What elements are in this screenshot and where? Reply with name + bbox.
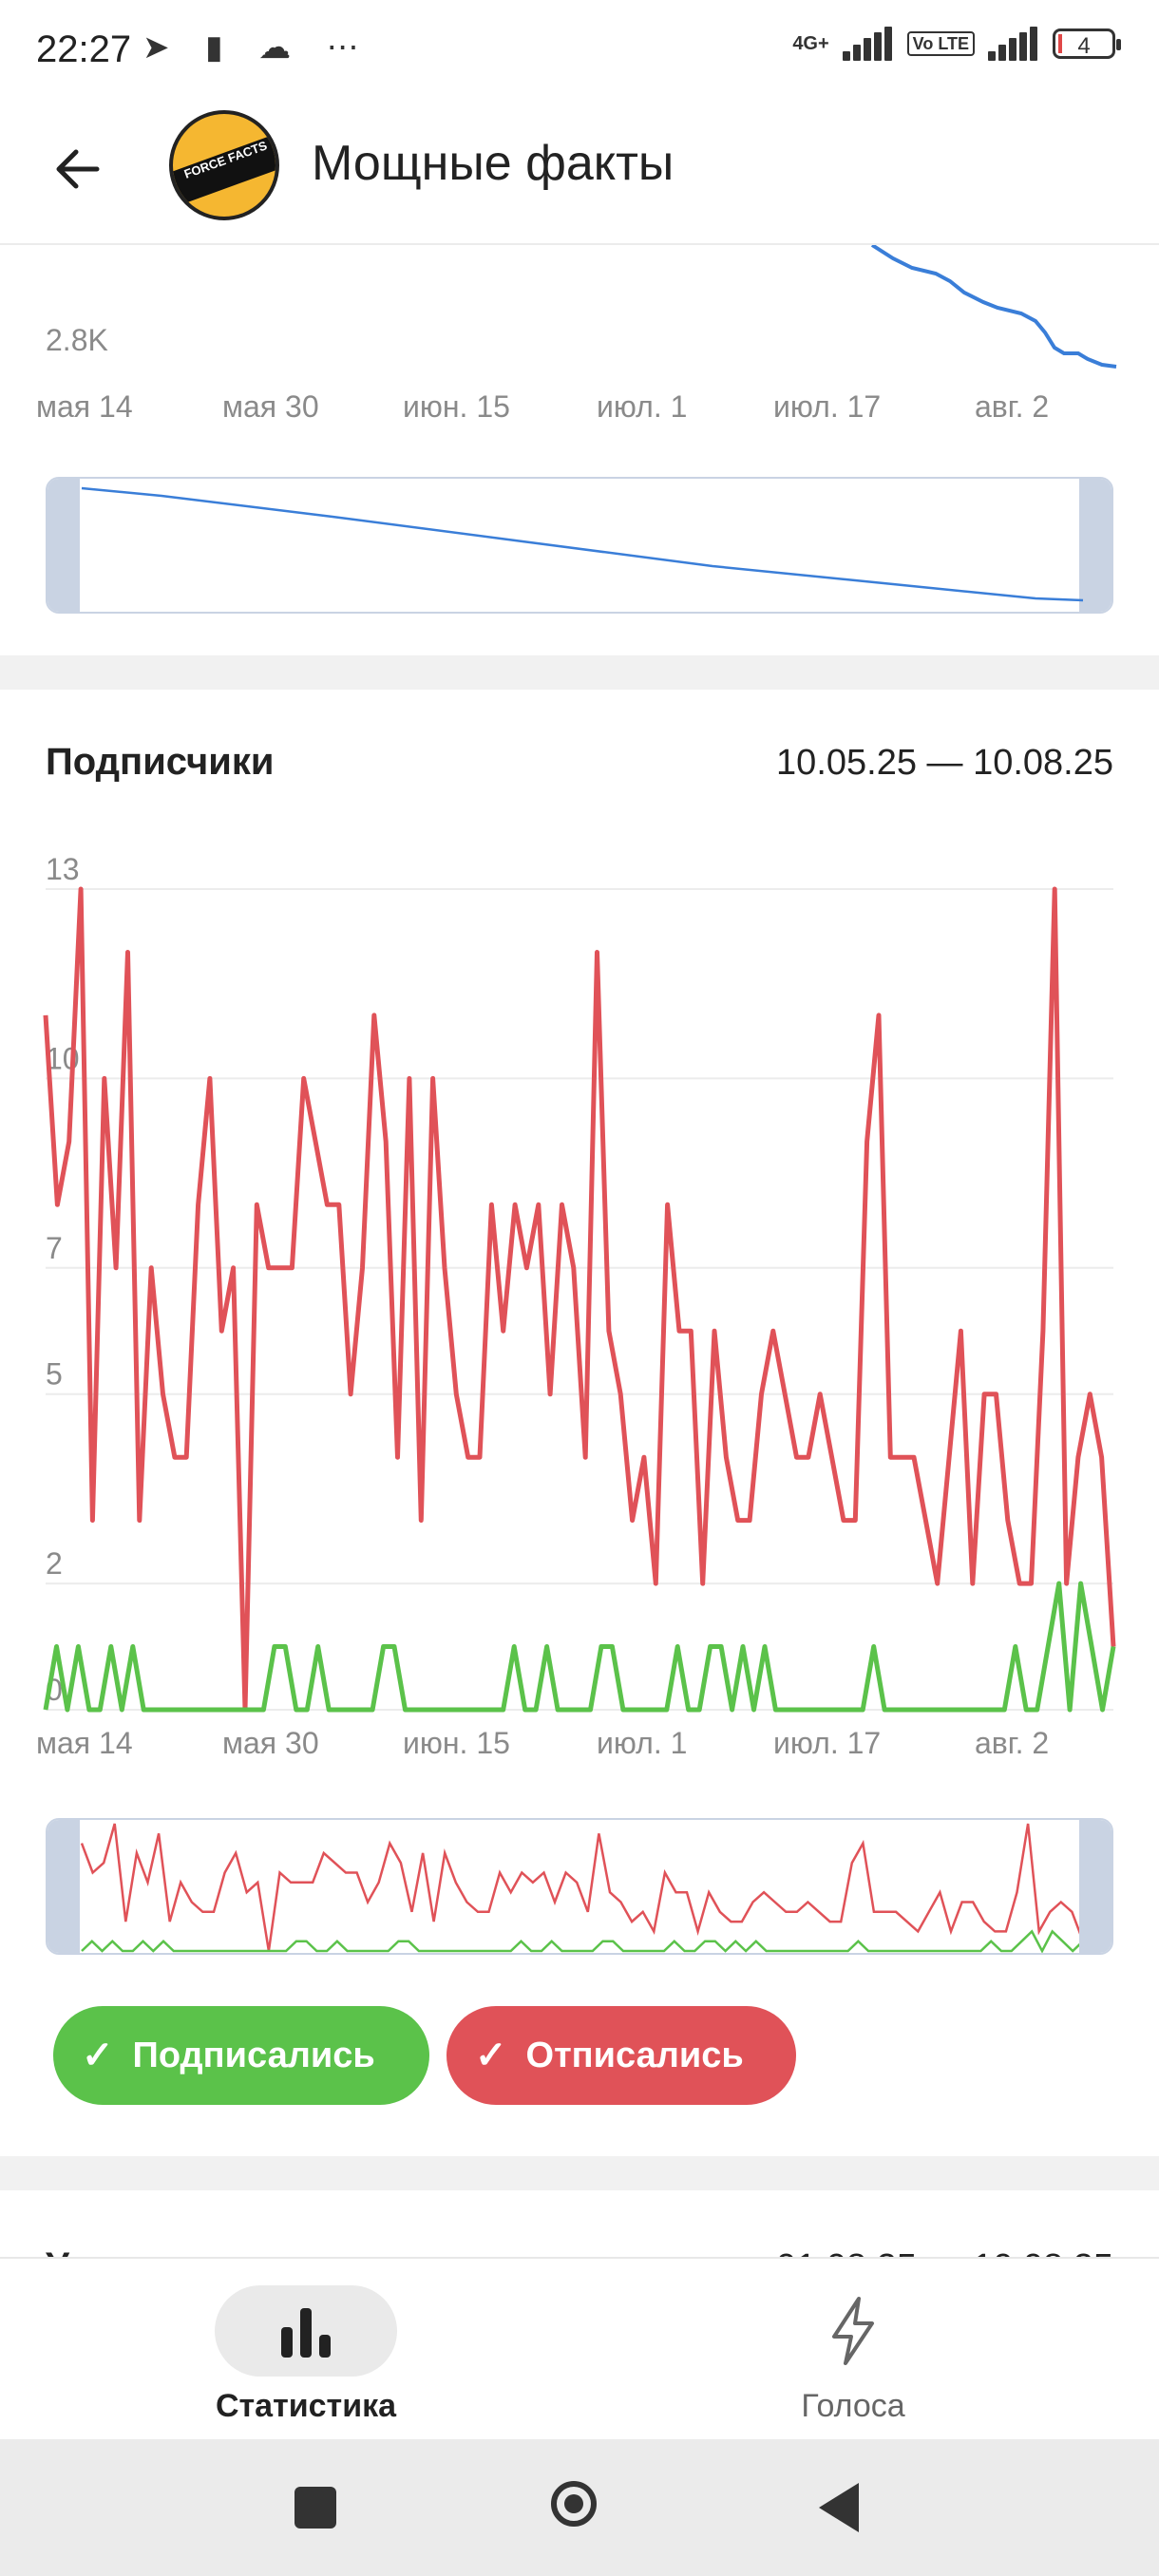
legend-subscribed-toggle[interactable]: ✓ Подписались xyxy=(53,2006,429,2105)
channel-avatar[interactable]: FORCE FACTS xyxy=(169,110,279,220)
subscribers-title: Подписчики xyxy=(46,741,275,783)
subscribers-range-navigator[interactable] xyxy=(46,1818,1113,1955)
top-x-tick: июл. 17 xyxy=(773,389,882,424)
page-title: Мощные факты xyxy=(312,136,674,191)
top-chart-card: 2.8K мая 14 мая 30 июн. 15 июл. 1 июл. 1… xyxy=(0,245,1159,655)
back-system-button[interactable] xyxy=(819,2483,859,2532)
legend-unsubscribed-label: Отписались xyxy=(525,2035,744,2075)
more-dots-icon: ⋯ xyxy=(326,29,372,66)
top-navigator-line xyxy=(81,486,1084,602)
nav-votes-pill xyxy=(762,2285,944,2377)
recent-apps-button[interactable] xyxy=(294,2487,336,2529)
y-tick-label: 5 xyxy=(46,1357,63,1392)
status-left-icons: ➤ ▮ ☁ ⋯ xyxy=(142,28,372,66)
x-tick-label: мая 14 xyxy=(36,1726,133,1760)
x-tick-label: июл. 1 xyxy=(597,1726,687,1760)
nav-statistics[interactable]: Статистика xyxy=(203,2285,408,2425)
nav-votes[interactable]: Голоса xyxy=(750,2285,956,2425)
back-button[interactable] xyxy=(42,133,114,205)
status-bar: 22:27 ➤ ▮ ☁ ⋯ 4G+ Vo LTE 4 xyxy=(0,0,1159,95)
top-x-tick: июн. 15 xyxy=(403,389,510,424)
x-tick-label: мая 30 xyxy=(222,1726,319,1760)
nav-votes-label: Голоса xyxy=(801,2388,905,2424)
navigator-right-handle[interactable] xyxy=(1079,479,1112,612)
next-section-title: У xyxy=(46,2245,69,2257)
battery-saver-icon: ▮ xyxy=(204,29,237,66)
status-time: 22:27 xyxy=(36,28,132,70)
bottom-navigation: Статистика Голоса xyxy=(0,2257,1159,2441)
y-tick-label: 13 xyxy=(46,852,80,886)
top-line-chart xyxy=(870,245,1117,369)
x-tick-label: июл. 17 xyxy=(773,1726,881,1760)
x-tick-label: авг. 2 xyxy=(975,1726,1049,1760)
top-x-tick: мая 14 xyxy=(36,389,133,424)
section-divider xyxy=(0,2156,1159,2190)
app-bar: FORCE FACTS Мощные факты xyxy=(0,95,1159,245)
y-tick-label: 7 xyxy=(46,1231,63,1265)
telegram-icon: ➤ xyxy=(142,29,183,66)
legend-unsubscribed-toggle[interactable]: ✓ Отписались xyxy=(446,2006,796,2105)
top-x-tick: авг. 2 xyxy=(975,389,1050,424)
nav-statistics-label: Статистика xyxy=(215,2388,397,2424)
home-button[interactable] xyxy=(551,2481,597,2527)
battery-icon: 4 xyxy=(1053,28,1121,59)
volte-badge: Vo LTE xyxy=(906,31,975,56)
mini-chart xyxy=(80,1823,1085,1953)
mini-series-line xyxy=(81,1929,1084,1953)
top-range-navigator[interactable] xyxy=(46,477,1113,614)
bar-chart-icon xyxy=(281,2308,331,2358)
status-right: 4G+ Vo LTE 4 xyxy=(792,27,1121,61)
battery-level: 4 xyxy=(1077,33,1091,59)
subscribers-date-range[interactable]: 10.05.25 — 10.08.25 xyxy=(776,743,1113,783)
navigator-left-handle[interactable] xyxy=(48,1820,80,1953)
back-arrow-icon xyxy=(56,149,100,189)
lightning-icon xyxy=(832,2297,874,2365)
check-icon: ✓ xyxy=(82,2035,114,2076)
system-navigation-bar xyxy=(0,2439,1159,2576)
check-icon: ✓ xyxy=(475,2035,507,2076)
signal-icon xyxy=(842,27,894,61)
top-y-tick: 2.8K xyxy=(46,323,108,357)
x-tick-label: июн. 15 xyxy=(403,1726,510,1760)
series-line-subscribed xyxy=(43,1581,1116,1713)
avatar-logo-text: FORCE FACTS xyxy=(173,131,276,207)
navigator-left-handle[interactable] xyxy=(48,479,80,612)
y-tick-label: 2 xyxy=(46,1546,63,1581)
next-section-date-range: 01.08.25 — 10.08.25 xyxy=(776,2247,1113,2257)
top-chart-line xyxy=(870,245,1117,369)
top-x-tick: мая 30 xyxy=(222,389,319,424)
top-x-tick: июл. 1 xyxy=(597,389,688,424)
legend-subscribed-label: Подписались xyxy=(132,2035,375,2075)
navigator-right-handle[interactable] xyxy=(1079,1820,1112,1953)
network-type: 4G+ xyxy=(792,32,829,54)
next-section-card: У 01.08.25 — 10.08.25 xyxy=(0,2190,1159,2257)
cloud-icon: ☁ xyxy=(258,29,305,66)
section-divider xyxy=(0,655,1159,690)
nav-statistics-pill xyxy=(215,2285,397,2377)
series-line-unsubscribed xyxy=(43,886,1116,1713)
mini-series-line xyxy=(80,1823,1085,1952)
signal-icon-2 xyxy=(988,27,1039,61)
